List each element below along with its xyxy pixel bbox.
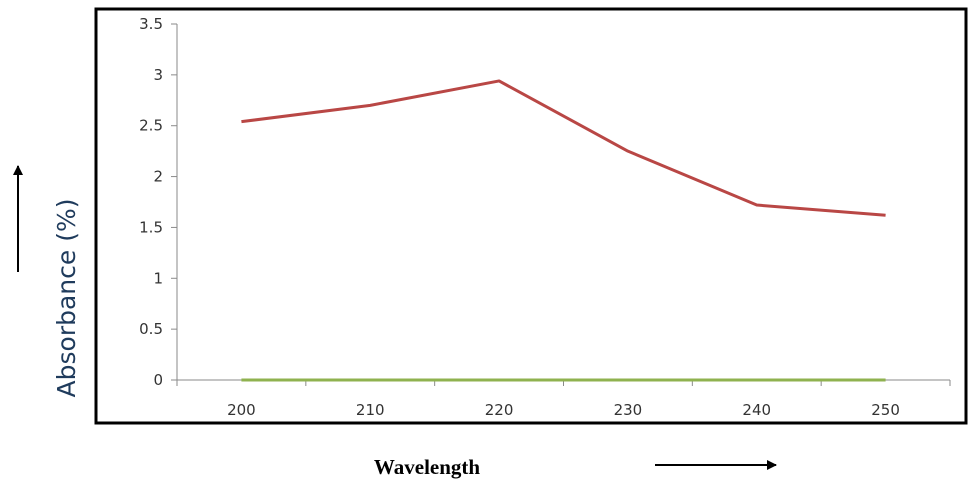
y-tick-label: 3	[153, 66, 163, 84]
y-axis-ticks: 0 0.5 1 1.5 2 2.5 3 3.5	[139, 15, 177, 389]
x-tick-label: 220	[485, 401, 514, 419]
x-tick-label: 250	[871, 401, 900, 419]
x-tick-label: 230	[614, 401, 643, 419]
x-tick-label: 210	[356, 401, 385, 419]
y-tick-label: 3.5	[139, 15, 163, 33]
y-tick-label: 2.5	[139, 117, 163, 135]
series-lines	[241, 79, 886, 382]
x-axis-label: Wavelength	[374, 455, 480, 479]
y-tick-label: 0	[153, 371, 163, 389]
y-tick-label: 1.5	[139, 218, 163, 236]
y-tick-label: 1	[153, 269, 163, 287]
y-axis-label: Absorbance (%)	[52, 199, 81, 398]
x-axis-ticks: 200 210 220 230 240 250	[176, 380, 951, 419]
x-tick-label: 240	[742, 401, 771, 419]
chart-frame	[94, 7, 968, 425]
series-line-0	[241, 79, 886, 217]
y-tick-label: 0.5	[139, 320, 163, 338]
x-tick-label: 200	[227, 401, 256, 419]
y-tick-label: 2	[153, 168, 163, 186]
